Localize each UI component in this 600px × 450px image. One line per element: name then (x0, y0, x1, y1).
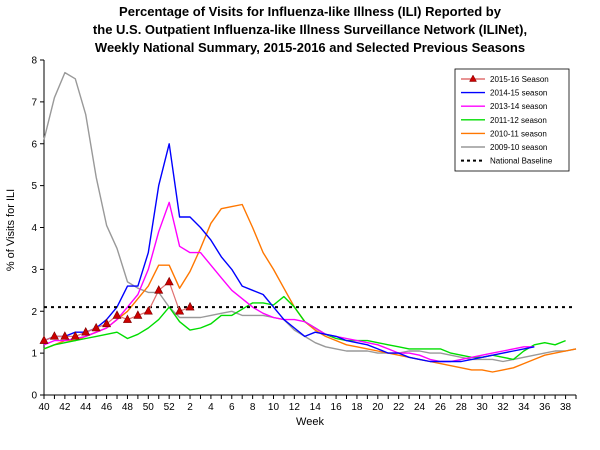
series-point-2015-16 (49, 331, 59, 340)
series-point-2015-16 (81, 327, 91, 336)
x-tick-label: 8 (250, 402, 256, 413)
y-tick-label: 8 (31, 56, 37, 67)
series-line-2014-15-season (43, 143, 535, 363)
series-line-2010-11-season (43, 203, 577, 373)
x-tick-label: 36 (539, 402, 551, 413)
series-line-2009-10-season (43, 71, 577, 363)
series-point-2015-16 (185, 301, 195, 311)
y-tick-label: 2 (31, 307, 37, 318)
chart-title-line-3: Weekly National Summary, 2015-2016 and S… (95, 40, 525, 55)
series-point-2015-16 (112, 310, 122, 319)
y-axis-title: % of Visits for ILI (5, 189, 17, 271)
y-tick-label: 3 (31, 265, 37, 276)
x-tick-label: 4 (208, 402, 214, 413)
x-tick-label: 52 (164, 402, 176, 413)
series-lines (39, 71, 577, 373)
x-tick-label: 22 (393, 402, 405, 413)
legend-label-2010-11-season: 2010-11 season (490, 129, 547, 138)
series-line-2011-12-season (43, 295, 566, 361)
x-axis-ticks: 40 42 44 46 48 50 52 2 4 6 8 10 12 14 16 18 20 22 24 26 28 30… (38, 395, 577, 413)
y-tick-label: 0 (31, 391, 37, 402)
series-point-2015-16 (133, 310, 143, 319)
x-tick-label: 20 (372, 402, 384, 413)
series-point-2015-16 (39, 335, 49, 344)
x-tick-label: 26 (435, 402, 447, 413)
legend-label-2014-15-season: 2014-15 season (490, 89, 547, 98)
x-tick-label: 18 (351, 402, 363, 413)
series-point-2015-16 (175, 306, 185, 315)
y-axis-ticks: 0 1 2 3 4 5 6 7 8 (31, 56, 44, 402)
x-tick-label: 34 (518, 402, 530, 413)
legend-label-2013-14-season: 2013-14 season (490, 102, 547, 111)
y-tick-label: 7 (31, 97, 37, 108)
x-tick-label: 2 (187, 402, 193, 413)
legend-marker-2015-16-season (469, 74, 477, 82)
series-point-2015-16 (143, 306, 153, 315)
x-tick-label: 10 (268, 402, 280, 413)
legend: 2015-16 Season 2014-15 season 2013-14 seas… (454, 68, 570, 172)
x-tick-label: 12 (289, 402, 301, 413)
y-tick-label: 6 (31, 139, 37, 150)
x-tick-label: 14 (310, 402, 322, 413)
chart-title: Percentage of Visits for Influenza-like … (93, 4, 527, 55)
y-tick-label: 4 (31, 223, 37, 234)
series-point-2015-16 (102, 318, 112, 328)
y-tick-label: 5 (31, 181, 37, 192)
legend-label-2011-12-season: 2011-12 season (490, 116, 547, 125)
chart-title-line-2: the U.S. Outpatient Influenza-like Illne… (93, 22, 527, 37)
series-point-2015-16 (164, 276, 174, 286)
x-tick-label: 50 (143, 402, 155, 413)
x-tick-label: 38 (560, 402, 572, 413)
x-tick-label: 32 (497, 402, 509, 413)
series-point-2015-16 (60, 331, 70, 340)
y-tick-label: 1 (31, 349, 37, 360)
legend-label-national-baseline: National Baseline (490, 157, 553, 166)
x-tick-label: 16 (331, 402, 343, 413)
x-tick-label: 24 (414, 402, 426, 413)
series-point-2015-16 (154, 285, 164, 294)
x-tick-label: 40 (38, 402, 50, 413)
legend-label-2015-16-season: 2015-16 Season (490, 75, 549, 84)
x-tick-label: 46 (101, 402, 113, 413)
x-tick-label: 44 (80, 402, 92, 413)
series-point-2015-16 (122, 314, 132, 323)
x-tick-label: 30 (477, 402, 489, 413)
series-point-2015-16 (91, 322, 101, 332)
chart-title-line-1: Percentage of Visits for Influenza-like … (119, 4, 502, 19)
x-tick-label: 28 (456, 402, 468, 413)
series-point-2015-16 (70, 331, 80, 340)
series-line-2013-14-season (43, 201, 535, 363)
legend-label-2009-10-season: 2009-10 season (490, 143, 547, 152)
x-tick-label: 48 (122, 402, 134, 413)
x-axis-title: Week (296, 416, 324, 428)
x-tick-label: 6 (229, 402, 235, 413)
x-tick-label: 42 (59, 402, 71, 413)
